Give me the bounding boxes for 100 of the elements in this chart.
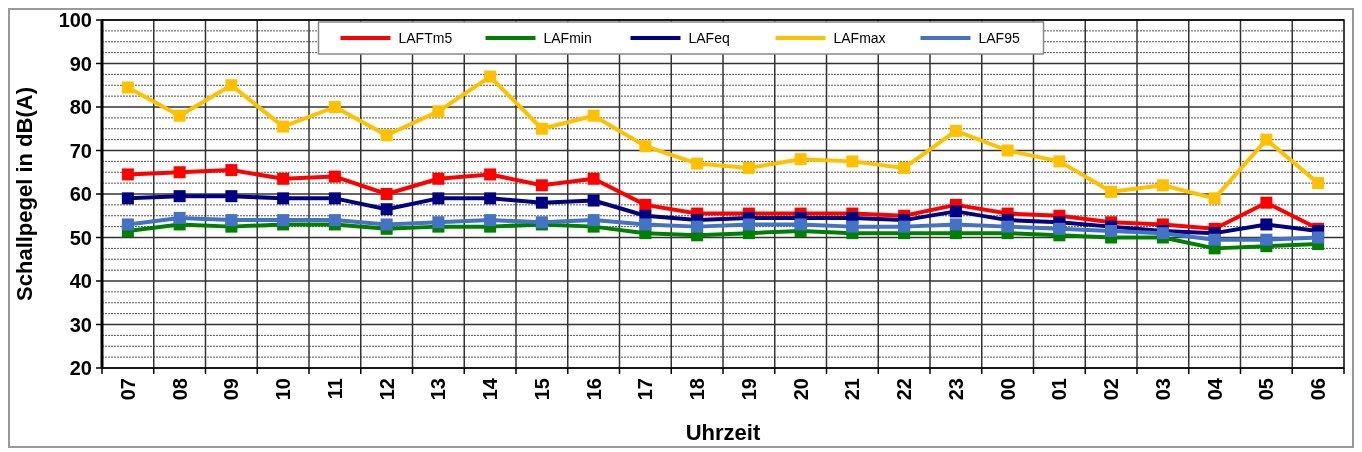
x-tick-label: 05: [1255, 378, 1278, 401]
point: [1105, 185, 1118, 198]
x-tick-label: 10: [272, 378, 295, 401]
x-tick-label: 01: [1048, 378, 1071, 401]
x-tick-label: 07: [116, 378, 139, 401]
point: [484, 192, 497, 205]
legend-label: LAFeq: [688, 29, 730, 46]
legend-label: LAF95: [978, 29, 1020, 46]
point: [121, 81, 134, 94]
x-tick-label: 15: [530, 378, 553, 401]
point: [328, 214, 341, 227]
point: [121, 192, 134, 205]
x-tick-label: 03: [1151, 378, 1174, 401]
x-tick-label: 20: [789, 378, 812, 401]
point: [380, 188, 393, 200]
point: [277, 214, 290, 227]
point: [949, 124, 962, 137]
point: [380, 203, 393, 216]
x-tick-label: 19: [737, 378, 760, 401]
y-tick-label: 30: [69, 313, 92, 336]
point: [380, 129, 393, 142]
point: [484, 70, 497, 83]
legend-label: LAFmax: [833, 29, 886, 46]
point: [225, 190, 238, 203]
point: [1156, 179, 1169, 192]
point: [328, 101, 341, 113]
x-tick-label: 16: [582, 378, 605, 401]
point: [277, 172, 290, 185]
point: [225, 164, 238, 177]
point: [742, 161, 755, 174]
y-tick-label: 40: [69, 270, 92, 292]
x-tick-label: 17: [634, 378, 657, 401]
x-tick-label: 08: [168, 378, 191, 401]
x-tick-label: 12: [375, 378, 398, 401]
point: [794, 153, 807, 166]
y-tick-label: 50: [69, 226, 92, 249]
point: [587, 194, 600, 207]
point: [277, 120, 290, 133]
x-tick-label: 18: [686, 378, 709, 401]
point: [1260, 233, 1273, 246]
x-tick-label: 02: [1100, 378, 1123, 401]
point: [949, 205, 962, 218]
point: [587, 214, 600, 227]
point: [691, 157, 704, 170]
point: [121, 218, 134, 231]
point: [535, 122, 548, 135]
point: [1105, 224, 1118, 237]
point: [1053, 155, 1066, 168]
x-tick-label: 13: [427, 378, 450, 401]
point: [898, 161, 911, 174]
point: [173, 211, 186, 224]
x-tick-label: 14: [479, 377, 502, 401]
point: [949, 218, 962, 231]
point: [173, 109, 186, 122]
point: [225, 214, 238, 227]
point: [587, 109, 600, 122]
x-tick-label: 23: [944, 378, 967, 401]
x-axis-title: Uhrzeit: [685, 420, 761, 445]
point: [1208, 233, 1221, 246]
point: [587, 172, 600, 185]
x-tick-label: 11: [323, 378, 346, 400]
point: [1260, 218, 1273, 231]
point: [846, 155, 859, 168]
point: [432, 172, 445, 185]
point: [535, 179, 548, 192]
x-tick-label: 04: [1203, 377, 1226, 401]
point: [846, 220, 859, 233]
point: [121, 168, 134, 181]
point: [225, 79, 238, 92]
y-tick-label: 70: [69, 139, 92, 162]
point: [742, 218, 755, 231]
point: [432, 105, 445, 118]
x-tick-label: 06: [1307, 378, 1330, 401]
y-axis-title: Schallpegel in dB(A): [12, 87, 37, 301]
legend-label: LAFTm5: [398, 29, 453, 46]
x-tick-label: 21: [841, 378, 864, 401]
point: [535, 196, 548, 209]
point: [794, 218, 807, 231]
point: [484, 168, 497, 181]
point: [173, 166, 186, 179]
point: [1001, 144, 1014, 157]
point: [173, 190, 186, 203]
y-tick-label: 100: [58, 9, 92, 31]
y-tick-label: 60: [69, 183, 92, 205]
point: [898, 220, 911, 233]
point: [1053, 222, 1066, 235]
x-tick-label: 09: [220, 378, 243, 401]
y-tick-label: 80: [69, 96, 92, 118]
point: [1260, 196, 1273, 209]
point: [432, 216, 445, 229]
point: [328, 192, 341, 205]
point: [432, 192, 445, 205]
point: [277, 192, 290, 205]
point: [639, 140, 652, 153]
y-tick-label: 20: [69, 357, 92, 379]
point: [380, 218, 393, 231]
point: [1001, 220, 1014, 233]
y-tick-label: 90: [69, 52, 92, 75]
x-tick-label: 22: [893, 378, 916, 401]
point: [639, 218, 652, 231]
